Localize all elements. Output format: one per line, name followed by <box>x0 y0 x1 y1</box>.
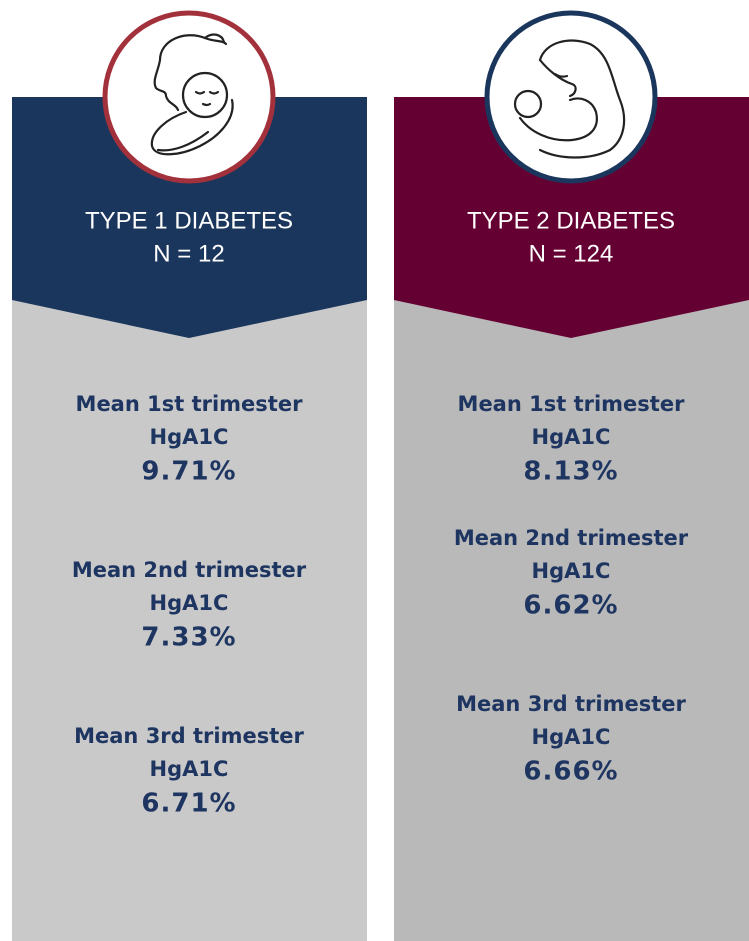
stat-measure: HgA1C <box>532 559 611 583</box>
panel-title: TYPE 1 DIABETES <box>85 207 293 234</box>
stat-value: 9.71% <box>141 457 236 487</box>
stat-label: Mean 1st trimester <box>76 392 304 416</box>
stat-value: 8.13% <box>523 457 618 487</box>
panel-header <box>12 97 367 338</box>
panel-body <box>12 300 367 941</box>
stat-value: 7.33% <box>141 623 236 653</box>
stat-label: Mean 2nd trimester <box>454 526 689 550</box>
stat-value: 6.71% <box>141 789 236 819</box>
mother-baby-icon <box>484 10 658 184</box>
stat-label: Mean 1st trimester <box>458 392 686 416</box>
stat-label: Mean 3rd trimester <box>456 692 686 716</box>
stat-measure: HgA1C <box>150 425 229 449</box>
panel-count: N = 124 <box>529 240 614 267</box>
stat-label: Mean 2nd trimester <box>72 558 307 582</box>
panel-title: TYPE 2 DIABETES <box>467 207 675 234</box>
stat-label: Mean 3rd trimester <box>74 724 304 748</box>
stat-value: 6.66% <box>523 757 618 787</box>
stat-measure: HgA1C <box>150 757 229 781</box>
stat-value: 6.62% <box>523 591 618 621</box>
panel-count: N = 12 <box>153 240 224 267</box>
mother-baby-icon <box>102 10 276 184</box>
panel-header <box>394 97 749 338</box>
stat-measure: HgA1C <box>532 425 611 449</box>
stat-measure: HgA1C <box>150 591 229 615</box>
stat-measure: HgA1C <box>532 725 611 749</box>
panel-body <box>394 300 749 941</box>
